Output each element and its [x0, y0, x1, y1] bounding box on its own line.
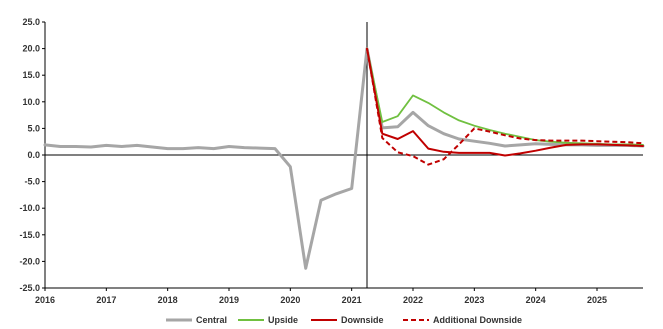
- y-tick-label: -20.0: [19, 256, 40, 266]
- series-line-upside: [366, 47, 644, 146]
- x-axis-ticks: 2016 2017 2018 2019 2020 2021 2022 2023 2024 2025: [35, 288, 607, 305]
- legend: Central Upside Downside Additional Downside: [166, 315, 522, 325]
- x-tick-label: 2018: [158, 295, 178, 305]
- y-tick-label: -5.0: [24, 177, 40, 187]
- y-tick-label: -15.0: [19, 230, 40, 240]
- x-tick-label: 2023: [464, 295, 484, 305]
- series-line-central: [43, 47, 645, 270]
- x-tick-label: 2020: [280, 295, 300, 305]
- x-tick-label: 2024: [526, 295, 546, 305]
- legend-label-additional-downside: Additional Downside: [433, 315, 522, 325]
- x-tick-label: 2019: [219, 295, 239, 305]
- y-tick-label: 5.0: [27, 123, 40, 133]
- x-tick-label: 2016: [35, 295, 55, 305]
- series-line-downside: [366, 47, 644, 157]
- x-tick-label: 2022: [403, 295, 423, 305]
- y-tick-label: 10.0: [22, 97, 40, 107]
- legend-label-upside: Upside: [268, 315, 298, 325]
- x-tick-label: 2025: [587, 295, 607, 305]
- y-axis-ticks: 25.0 20.0 15.0 10.0 5.0 0.0 -5.0 -10.0 -15.0 -20.…: [19, 17, 45, 293]
- y-tick-label: -10.0: [19, 203, 40, 213]
- y-tick-label: -25.0: [19, 283, 40, 293]
- x-tick-label: 2017: [96, 295, 116, 305]
- y-tick-label: 25.0: [22, 17, 40, 27]
- y-tick-label: 20.0: [22, 44, 40, 54]
- legend-label-downside: Downside: [341, 315, 384, 325]
- y-tick-label: 15.0: [22, 70, 40, 80]
- legend-label-central: Central: [196, 315, 227, 325]
- axes: [44, 22, 643, 289]
- x-tick-label: 2021: [342, 295, 362, 305]
- series-line-additional-downside: [366, 48, 644, 166]
- y-tick-label: 0.0: [27, 150, 40, 160]
- series-layer: [43, 47, 645, 270]
